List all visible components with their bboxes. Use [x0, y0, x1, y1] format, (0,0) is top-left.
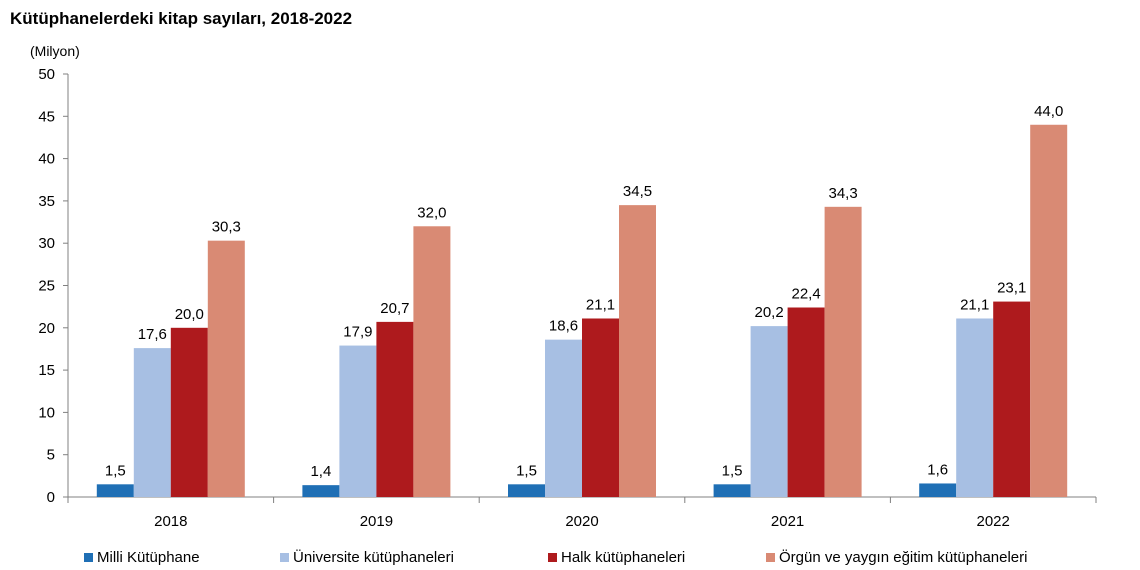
bar: [508, 484, 545, 497]
y-tick-label: 50: [38, 66, 55, 83]
data-label: 1,5: [516, 462, 537, 479]
legend-label: Milli Kütüphane: [97, 549, 200, 566]
legend-item: Örgün ve yaygın eğitim kütüphaneleri: [766, 549, 1027, 566]
bar: [750, 326, 788, 497]
data-label: 1,6: [927, 461, 948, 478]
bar: [956, 318, 994, 497]
legend-label: Halk kütüphaneleri: [561, 549, 686, 566]
bar: [413, 226, 451, 497]
data-label: 1,5: [722, 462, 743, 479]
y-tick-label: 5: [47, 447, 55, 464]
legend-item: Halk kütüphaneleri: [548, 549, 685, 566]
data-label: 20,7: [380, 300, 409, 317]
bar: [170, 327, 208, 497]
y-tick-label: 0: [47, 489, 55, 506]
data-label: 1,4: [310, 463, 331, 480]
data-label: 17,9: [343, 324, 372, 341]
legend-swatch: [766, 553, 775, 562]
data-label: 1,5: [105, 462, 126, 479]
data-label: 20,2: [754, 304, 783, 321]
data-label: 34,3: [828, 185, 857, 202]
legend-swatch: [280, 553, 289, 562]
y-tick-label: 15: [38, 362, 55, 379]
y-tick-label: 25: [38, 278, 55, 295]
bar: [376, 321, 414, 497]
y-tick-label: 30: [38, 235, 55, 252]
legend-label: Üniversite kütüphaneleri: [293, 549, 454, 566]
data-label: 17,6: [138, 326, 167, 343]
x-tick-label: 2020: [565, 513, 598, 530]
data-label: 21,1: [960, 296, 989, 313]
bar: [824, 206, 862, 497]
y-tick-label: 45: [38, 108, 55, 125]
x-tick-label: 2018: [154, 513, 187, 530]
bar: [96, 484, 134, 497]
legend-swatch: [548, 553, 557, 562]
data-label: 44,0: [1034, 103, 1063, 120]
y-tick-label: 40: [38, 151, 55, 168]
bar: [993, 301, 1031, 497]
y-tick-label: 35: [38, 193, 55, 210]
bar: [1030, 124, 1068, 497]
legend-item: Üniversite kütüphaneleri: [280, 549, 454, 566]
legend-label: Örgün ve yaygın eğitim kütüphaneleri: [779, 549, 1028, 566]
y-tick-label: 10: [38, 404, 55, 421]
x-tick-label: 2022: [977, 513, 1010, 530]
bar: [302, 485, 340, 497]
legend-item: Milli Kütüphane: [84, 549, 200, 566]
bar: [713, 484, 751, 497]
legend-swatch: [84, 553, 93, 562]
chart-title: Kütüphanelerdeki kitap sayıları, 2018-20…: [10, 9, 353, 28]
bar: [545, 339, 582, 497]
bar: [339, 345, 377, 497]
bar: [919, 483, 957, 497]
y-axis-label: (Milyon): [30, 43, 80, 59]
bar: [133, 348, 171, 497]
bar: [619, 205, 656, 497]
bar: [787, 307, 825, 497]
x-tick-label: 2019: [360, 513, 393, 530]
x-tick-label: 2021: [771, 513, 804, 530]
data-label: 34,5: [623, 183, 652, 200]
data-label: 32,0: [417, 204, 446, 221]
bar-chart: (Milyon) 0 5 10 15 20 25 30 35 40 45 50 1,5 17,6 20,0 3…: [30, 43, 1097, 530]
data-label: 23,1: [997, 280, 1026, 297]
data-label: 18,6: [549, 318, 578, 335]
data-label: 21,1: [586, 296, 615, 313]
data-label: 20,0: [175, 306, 204, 323]
data-label: 30,3: [212, 219, 241, 236]
bar: [582, 318, 619, 497]
chart-legend: Milli Kütüphane Üniversite kütüphaneleri H…: [0, 549, 1140, 567]
y-tick-label: 20: [38, 320, 55, 337]
data-label: 22,4: [791, 285, 820, 302]
bar: [207, 240, 245, 498]
